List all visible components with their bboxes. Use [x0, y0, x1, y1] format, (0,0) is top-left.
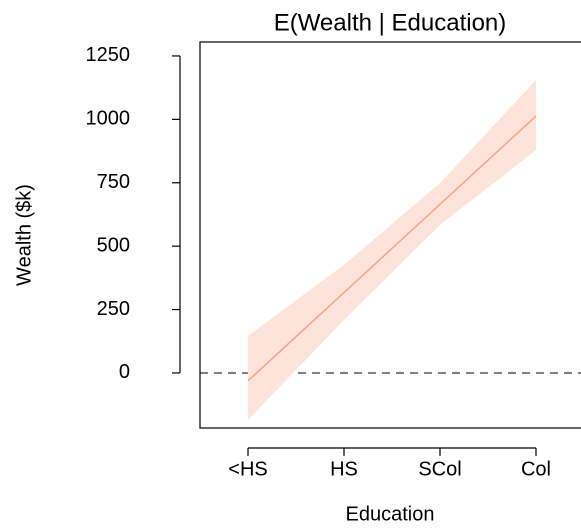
y-tick-label: 0 — [119, 361, 130, 383]
x-tick-label: SCol — [418, 458, 461, 480]
x-tick-label: Col — [521, 458, 551, 480]
x-tick-label: HS — [330, 458, 358, 480]
y-tick-label: 250 — [97, 298, 130, 320]
chart-title: E(Wealth | Education) — [274, 9, 507, 36]
y-tick-label: 1000 — [86, 108, 131, 130]
x-axis-label: Education — [346, 503, 435, 525]
y-tick-label: 500 — [97, 234, 130, 256]
plot-box — [199, 41, 581, 429]
y-axis-label: Wealth ($k) — [13, 184, 35, 286]
y-tick-label: 1250 — [86, 44, 131, 66]
y-tick-label: 750 — [97, 171, 130, 193]
line — [247, 115, 537, 382]
confidence-band — [248, 80, 536, 420]
x-tick-label: <HS — [228, 458, 267, 480]
